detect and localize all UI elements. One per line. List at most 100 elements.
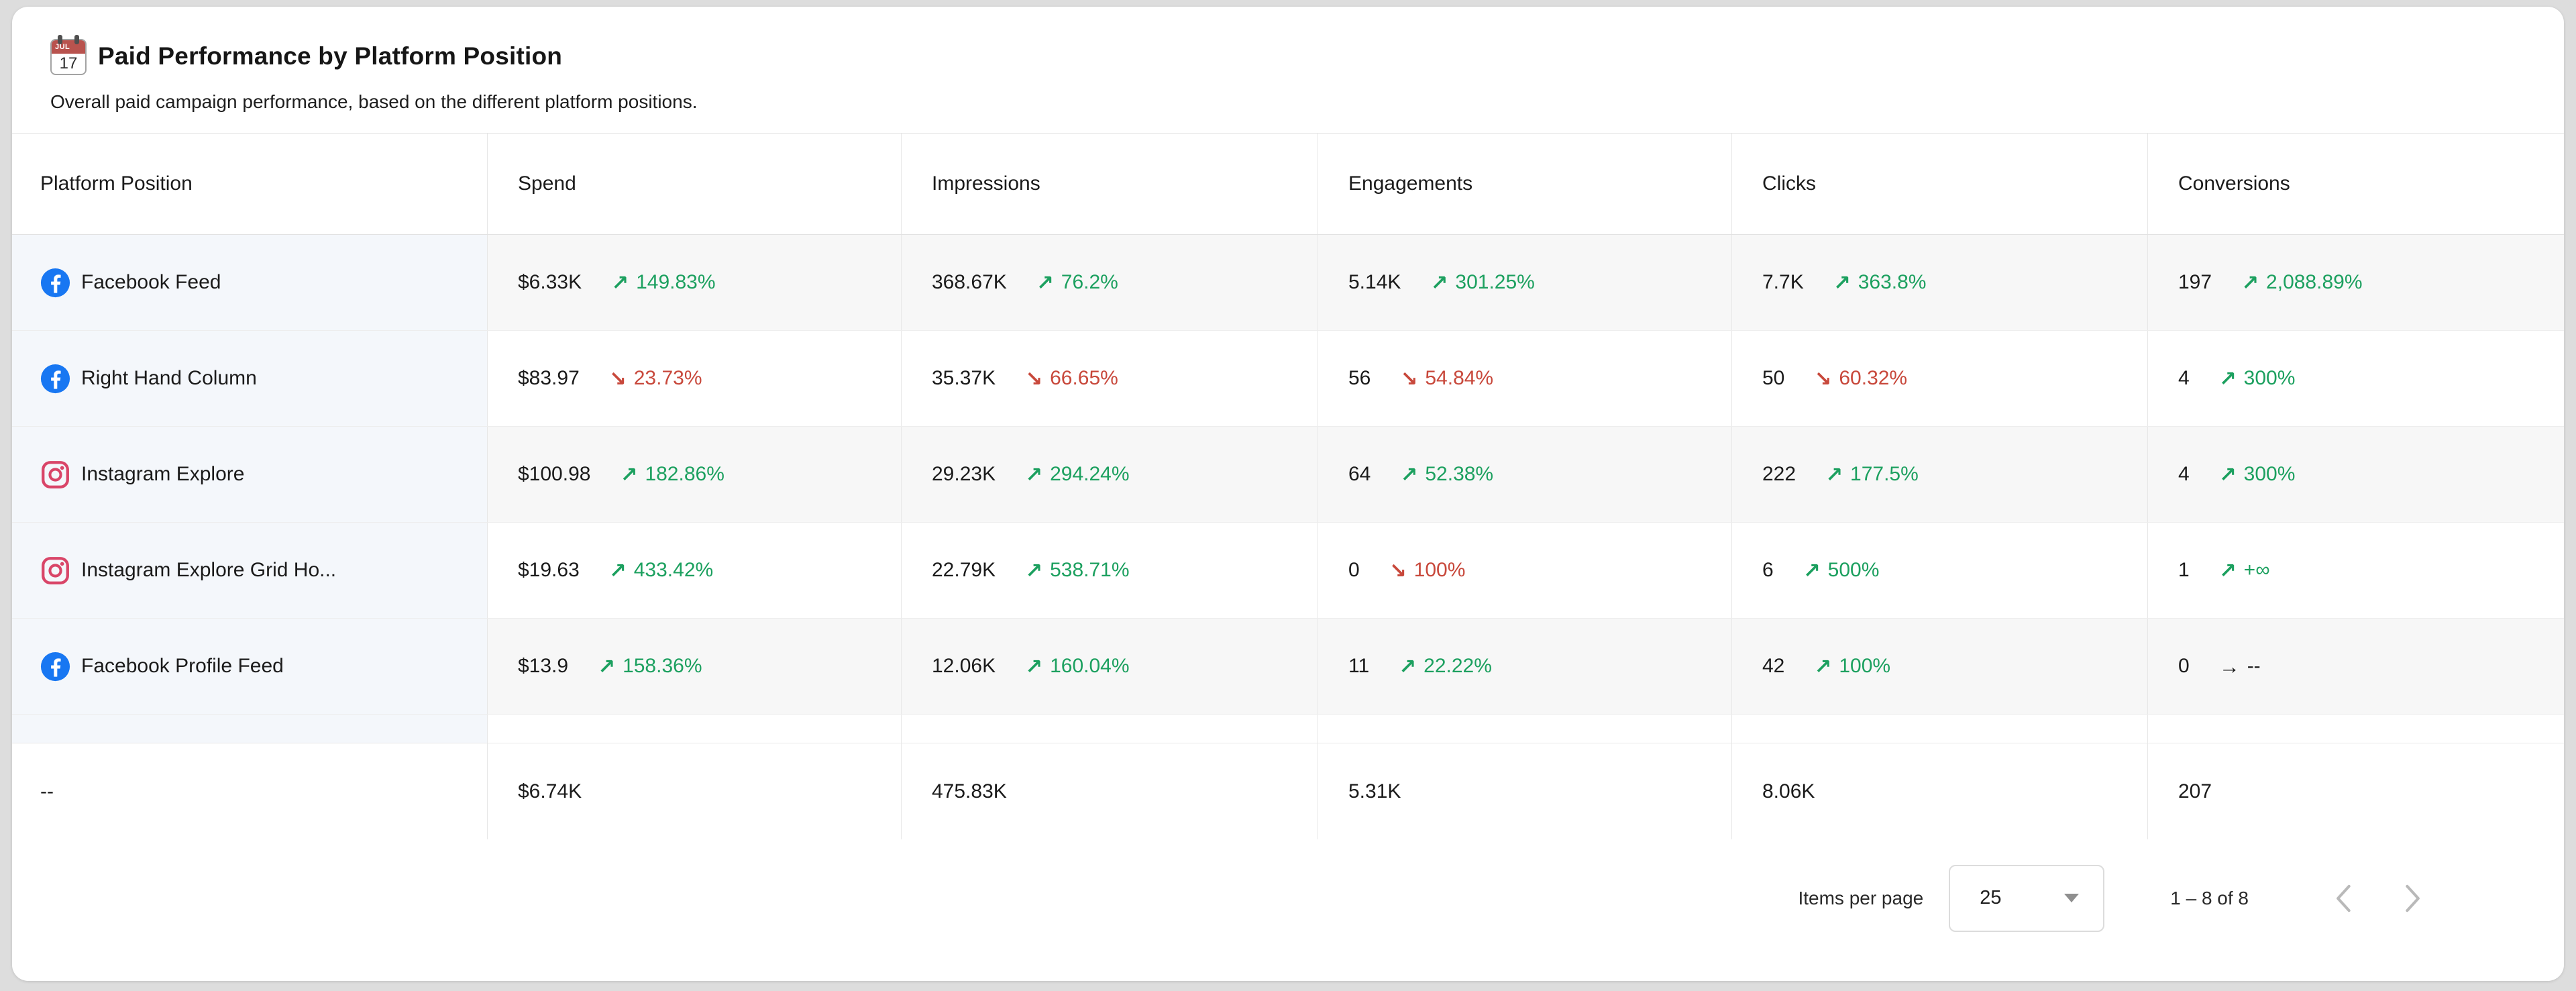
trend-down-indicator: ↘ 100% [1389,559,1466,582]
metric-value: 4 [2178,463,2190,485]
metric-value: 50 [1762,367,1785,389]
metric-value: $13.9 [518,655,569,677]
page-size-select[interactable]: 25 [1949,864,2105,932]
trend-down-indicator: ↘ 23.73% [609,367,702,390]
trend-up-indicator: ↗ 433.42% [609,559,713,582]
summary-engagements: 5.31K [1318,743,1731,839]
trend-up-indicator: ↗ 149.83% [611,271,715,294]
metric-value: 6 [1762,559,1774,581]
facebook-icon [40,268,70,298]
next-page-button[interactable] [2404,884,2422,913]
trend-up-indicator: ↗ 52.38% [1400,463,1493,486]
facebook-icon [40,651,70,682]
delta-value: 23.73% [633,367,702,389]
column-header-spend[interactable]: Spend [487,134,901,234]
metric-cell: 56 ↘ 54.84% [1318,331,1731,426]
arrow-up-right-icon: ↗ [1399,654,1417,678]
platform-position-label: Right Hand Column [81,367,257,389]
metric-cell: 4 ↗ 300% [2147,427,2564,522]
partial-cell [487,715,901,743]
metric-value: $83.97 [518,367,580,389]
previous-page-button[interactable] [2334,884,2352,913]
metric-value: 7.7K [1762,271,1804,293]
metric-cell: $83.97 ↘ 23.73% [487,331,901,426]
calendar-pin-icon [58,35,62,44]
partial-cell [901,715,1318,743]
metric-value: 22.79K [932,559,996,581]
items-per-page-label: Items per page [1798,887,1924,908]
column-header-platform-position[interactable]: Platform Position [40,172,193,195]
page-subtitle: Overall paid campaign performance, based… [50,91,698,112]
metric-value: 42 [1762,655,1785,677]
table-row: Instagram Explore $100.98 ↗ 182.86% 29.23K ↗ 2… [12,427,2564,523]
metric-value: 4 [2178,367,2190,389]
metric-cell: 7.7K ↗ 363.8% [1731,235,2147,330]
arrow-right-icon: → [2218,654,2240,678]
chevron-left-icon [2337,884,2351,912]
table-row: Right Hand Column $83.97 ↘ 23.73% 35.37K ↘ 66.… [12,331,2564,427]
delta-value: 294.24% [1050,463,1130,485]
table-row: Facebook Feed $6.33K ↗ 149.83% 368.67K ↗ 76.2%… [12,235,2564,331]
platform-position-label: Facebook Profile Feed [81,655,284,677]
trend-up-indicator: ↗ 76.2% [1036,271,1118,294]
arrow-up-right-icon: ↗ [2218,366,2237,390]
trend-up-indicator: ↗ 160.04% [1025,655,1129,678]
arrow-up-right-icon: ↗ [1025,654,1043,678]
delta-value: +∞ [2243,559,2270,581]
summary-clicks: 8.06K [1731,743,2147,839]
delta-value: -- [2247,655,2261,677]
metric-cell: $13.9 ↗ 158.36% [487,619,901,714]
metric-cell: 197 ↗ 2,088.89% [2147,235,2564,330]
platform-position-cell: Instagram Explore Grid Ho... [12,523,487,618]
delta-value: 301.25% [1455,271,1535,293]
report-card: JUL 17 Paid Performance by Platform Posi… [12,7,2564,981]
page-title: Paid Performance by Platform Position [98,42,563,70]
column-header-impressions[interactable]: Impressions [901,134,1318,234]
platform-position-cell: Facebook Profile Feed [12,619,487,714]
trend-up-indicator: ↗ 300% [2219,463,2296,486]
metric-value: 56 [1348,367,1371,389]
arrow-up-right-icon: ↗ [608,558,627,582]
metric-cell: 35.37K ↘ 66.65% [901,331,1318,426]
platform-position-cell: Facebook Feed [12,235,487,330]
trend-up-indicator: ↗ 22.22% [1399,655,1492,678]
trend-up-indicator: ↗ 301.25% [1430,271,1534,294]
metric-value: $6.33K [518,271,582,293]
column-header-engagements[interactable]: Engagements [1318,134,1731,234]
column-header-clicks[interactable]: Clicks [1731,134,2147,234]
delta-value: 177.5% [1850,463,1919,485]
summary-label: -- [12,743,487,839]
card-header: JUL 17 Paid Performance by Platform Posi… [12,7,2564,133]
table-row: Facebook Profile Feed $13.9 ↗ 158.36% 12.06K… [12,619,2564,715]
arrow-up-right-icon: ↗ [2218,558,2237,582]
metric-value: $19.63 [518,559,580,581]
trend-down-indicator: ↘ 66.65% [1025,367,1118,390]
metric-value: 0 [1348,559,1360,581]
platform-position-label: Facebook Feed [81,271,221,293]
table-row: Instagram Explore Grid Ho... $19.63 ↗ 433.4… [12,523,2564,619]
column-header-conversions[interactable]: Conversions [2147,134,2564,234]
metric-value: 12.06K [932,655,996,677]
metric-value: 29.23K [932,463,996,485]
metric-cell: 0 → -- [2147,619,2564,714]
metric-cell: $19.63 ↗ 433.42% [487,523,901,618]
metric-value: 0 [2178,655,2190,677]
metric-cell: 1 ↗ +∞ [2147,523,2564,618]
arrow-up-right-icon: ↗ [1814,654,1832,678]
arrow-up-right-icon: ↗ [611,270,629,295]
chevron-right-icon [2406,884,2420,912]
trend-up-indicator: ↗ 158.36% [598,655,702,678]
instagram-icon [40,460,70,490]
page-size-value: 25 [1980,887,2002,908]
platform-position-cell: Instagram Explore [12,427,487,522]
trend-up-indicator: ↗ 182.86% [620,463,724,486]
platform-position-label: Instagram Explore [81,463,245,485]
summary-spend: $6.74K [487,743,901,839]
delta-value: 66.65% [1050,367,1118,389]
metric-cell: 12.06K ↗ 160.04% [901,619,1318,714]
metric-value: $100.98 [518,463,591,485]
arrow-down-right-icon: ↘ [1389,558,1407,582]
metric-value: 11 [1348,655,1370,677]
facebook-icon [40,364,70,394]
